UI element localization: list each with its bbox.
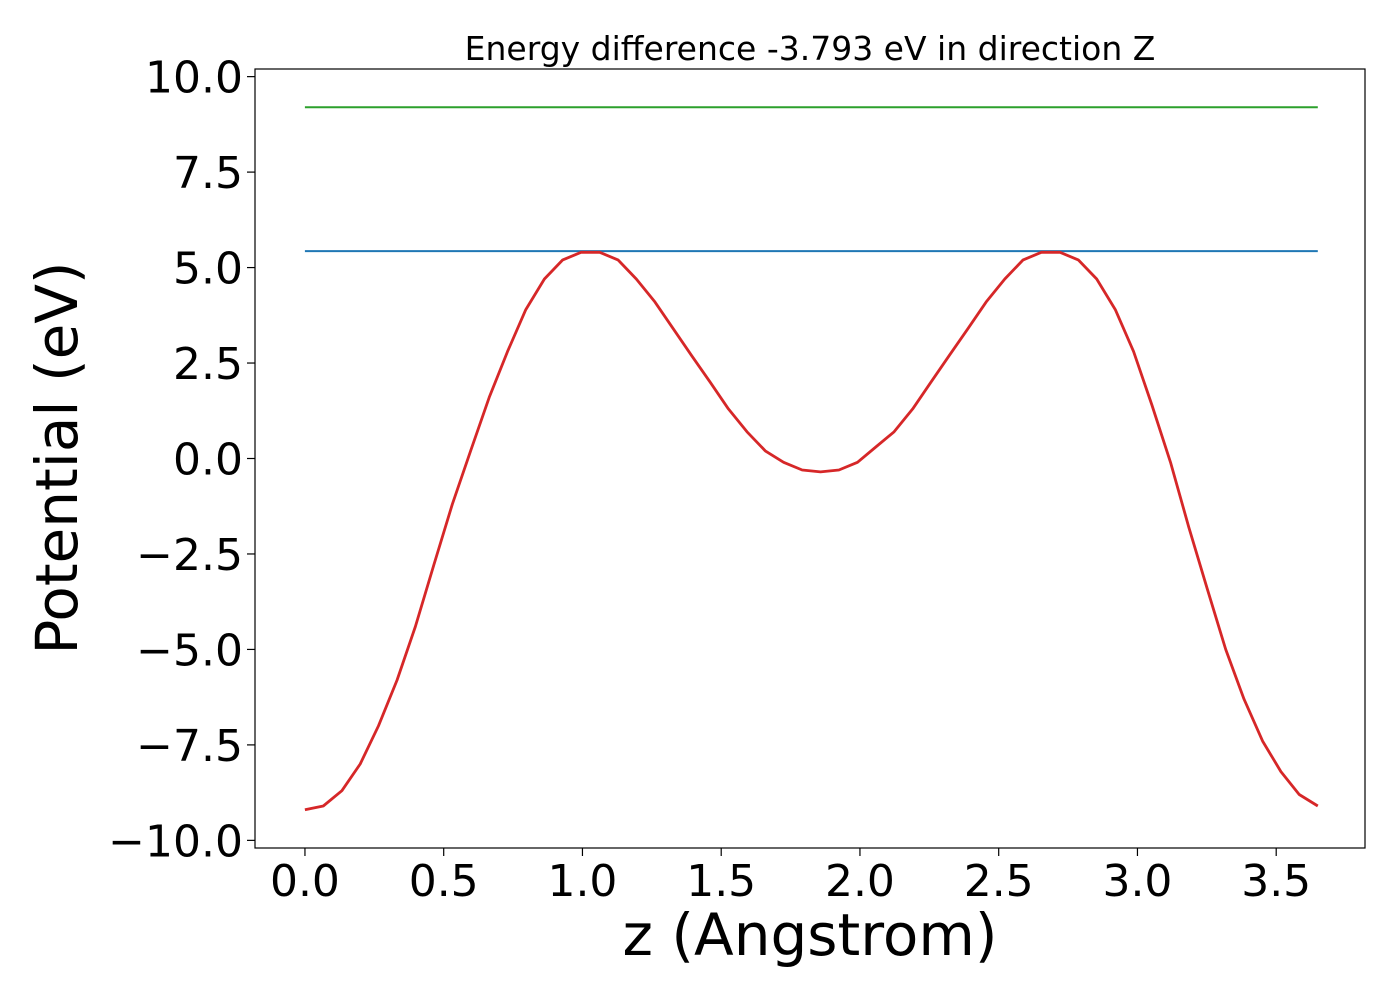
y-tick-label: −10.0 — [108, 816, 243, 867]
x-axis-label: z (Angstrom) — [623, 901, 998, 969]
x-tick-label: 1.5 — [686, 856, 756, 907]
y-tick-label: 0.0 — [173, 435, 243, 486]
x-tick-label: 0.0 — [270, 856, 340, 907]
y-axis-label: Potential (eV) — [23, 261, 91, 654]
series-line-3 — [304, 250, 1319, 812]
ticks-layer: 0.0 0.5 1.0 1.5 2.0 2.5 3.0 3.5 10.0 7.5 5.0 2.5 0.0… — [108, 53, 1311, 907]
x-tick-label: 3.0 — [1102, 856, 1172, 907]
x-tick-label: 1.0 — [547, 856, 617, 907]
plot-frame — [254, 68, 1366, 849]
y-tick-label: 10.0 — [145, 53, 243, 104]
x-tick-label: 2.5 — [964, 856, 1034, 907]
y-tick-label: −7.5 — [136, 721, 243, 772]
y-tick-label: 7.5 — [173, 148, 243, 199]
y-tick-label: −5.0 — [136, 625, 243, 676]
y-tick-label: 2.5 — [173, 339, 243, 390]
x-tick-label: 0.5 — [409, 856, 479, 907]
series-layer — [304, 106, 1319, 812]
x-tick-label: 2.0 — [825, 856, 895, 907]
x-tick-label: 3.5 — [1241, 856, 1311, 907]
y-tick-label: −2.5 — [136, 530, 243, 581]
y-tick-label: 5.0 — [173, 244, 243, 295]
chart-title: Energy difference -3.793 eV in direction… — [465, 29, 1156, 68]
